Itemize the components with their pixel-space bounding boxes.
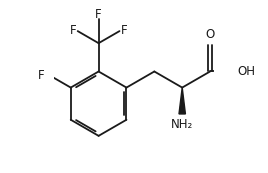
Text: F: F <box>70 24 76 37</box>
Text: F: F <box>38 69 44 81</box>
Text: O: O <box>206 28 215 41</box>
Text: F: F <box>95 8 102 21</box>
Polygon shape <box>179 88 185 114</box>
Text: F: F <box>121 24 127 37</box>
Text: OH: OH <box>237 65 255 78</box>
Text: NH₂: NH₂ <box>171 119 193 131</box>
